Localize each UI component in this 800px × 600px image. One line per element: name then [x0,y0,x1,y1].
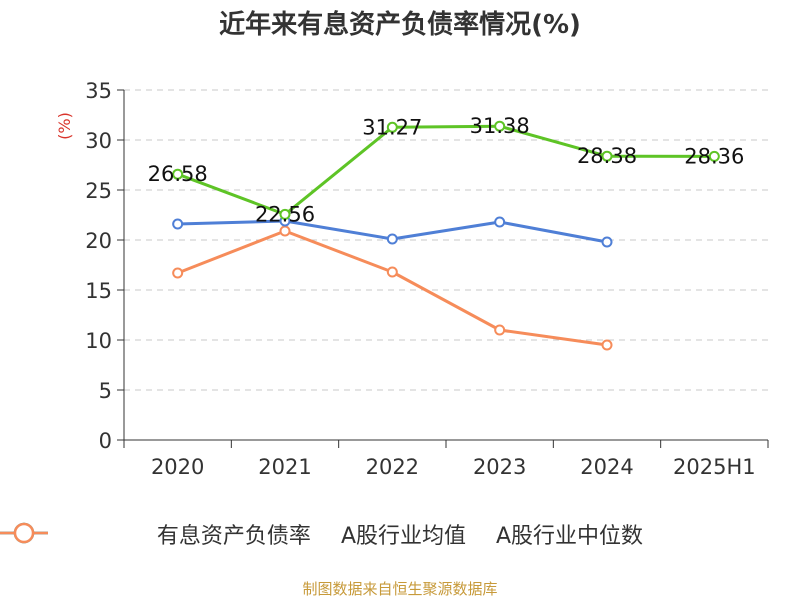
legend-item-industry-median[interactable]: A股行业中位数 [0,518,644,550]
y-tick-label: 30 [85,129,112,153]
data-source-note: 制图数据来自恒生聚源数据库 [302,580,498,598]
data-label: 28.36 [684,144,744,168]
legend-item-industry-mean[interactable]: A股行业均值 [0,518,466,550]
y-tick-label: 10 [85,329,112,353]
chart-title: 近年来有息资产负债率情况(%) [219,10,581,40]
data-point [386,266,398,278]
data-point [601,339,613,351]
y-tick-label: 25 [85,179,112,203]
data-point [708,150,720,162]
y-axis-label: (%) [55,112,74,140]
data-point [601,150,613,162]
data-point [494,216,506,228]
x-tick-label: 2020 [151,455,204,479]
data-point [386,121,398,133]
y-tick-label: 20 [85,229,112,253]
data-point [386,233,398,245]
legend-label: A股行业均值 [340,524,466,549]
x-tick-label: 2021 [258,455,311,479]
data-label: 26.58 [148,162,208,186]
data-point [172,168,184,180]
legend-label: 有息资产负债率 [156,524,311,549]
y-tick-label: 0 [99,429,112,453]
legend-marker-icon [0,522,48,544]
data-label: 31.38 [470,114,530,138]
x-tick-label: 2024 [580,455,633,479]
data-point [172,267,184,279]
x-tick-label: 2023 [473,455,526,479]
series-line [177,124,715,216]
legend: 有息资产负债率 A股行业均值 A股行业中位数 [0,518,800,550]
data-label: 31.27 [362,115,422,139]
x-tick-label: 2022 [366,455,419,479]
y-tick-label: 5 [99,379,112,403]
y-tick-label: 35 [85,79,112,103]
series-line [177,229,608,347]
data-label: 28.38 [577,144,637,168]
legend-label: A股行业中位数 [496,524,644,549]
legend-item-interest-bearing-debt-ratio[interactable]: 有息资产负债率 [0,518,311,550]
data-point [172,218,184,230]
x-tick-label: 2025H1 [673,455,756,479]
y-tick-label: 15 [85,279,112,303]
data-point [279,225,291,237]
data-point [494,324,506,336]
data-label: 22.56 [255,202,315,226]
data-point [279,208,291,220]
data-point [494,120,506,132]
data-point [601,236,613,248]
